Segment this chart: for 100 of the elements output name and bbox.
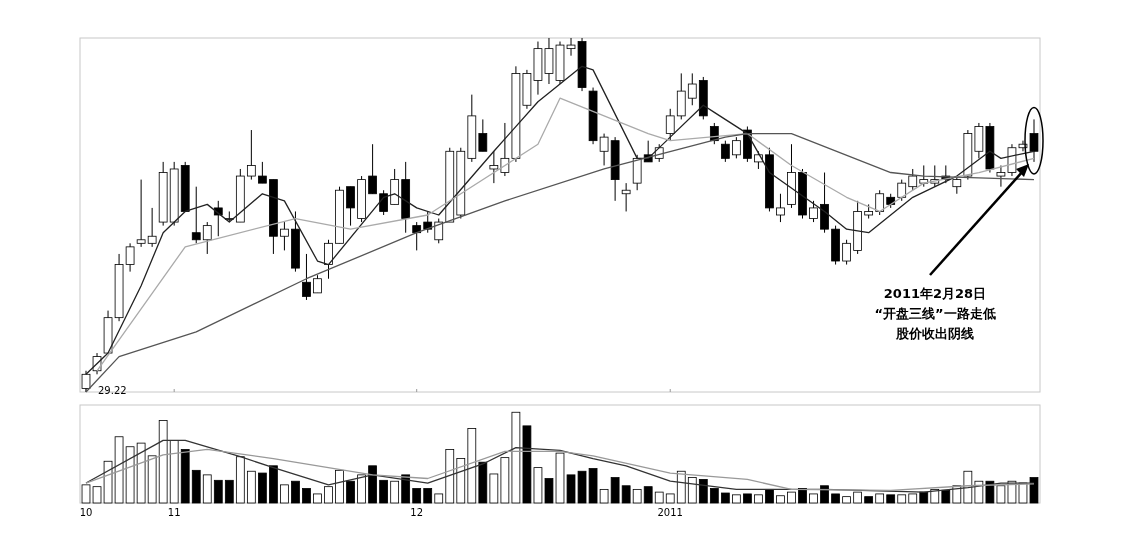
bar [302, 488, 311, 504]
bar [875, 493, 885, 504]
x-tick-label: 2011 [657, 507, 683, 518]
bar [313, 493, 322, 504]
bar [246, 470, 256, 504]
bar [291, 480, 300, 504]
bar [335, 469, 344, 504]
bar [776, 495, 785, 504]
candlestick [136, 179, 146, 248]
annotation: 股价收出阴线 [895, 326, 974, 341]
bar [853, 491, 862, 504]
candlestick [897, 179, 907, 202]
bar [269, 465, 278, 504]
candlestick [720, 140, 730, 163]
bar [842, 496, 851, 504]
candlestick [147, 207, 157, 248]
bar [886, 494, 896, 504]
annotation: “开盘三线”一路走低 [874, 306, 996, 321]
bar [412, 488, 422, 504]
bar [963, 470, 973, 504]
candlestick [875, 189, 885, 216]
bar [864, 496, 874, 504]
candlestick [665, 108, 675, 142]
bar [456, 458, 466, 504]
candlestick [280, 221, 289, 251]
bar [357, 474, 366, 504]
candlestick [324, 239, 333, 280]
candlestick [489, 150, 499, 184]
bar [169, 439, 179, 504]
bar [147, 455, 157, 504]
bar [180, 449, 190, 504]
bar [941, 489, 951, 504]
bar [897, 494, 907, 504]
bar [202, 474, 212, 504]
bar [258, 472, 267, 504]
candlestick [478, 118, 488, 152]
bar [809, 493, 818, 504]
bar [401, 474, 411, 504]
bar [654, 491, 664, 504]
bar [280, 484, 289, 504]
bar [621, 485, 631, 504]
candlestick [776, 193, 785, 223]
bar [743, 493, 752, 504]
bar [643, 486, 653, 504]
candlestick [368, 143, 377, 195]
bar [698, 479, 708, 504]
bar [930, 488, 940, 504]
bar [632, 488, 642, 504]
x-tick-label: 12 [410, 507, 424, 518]
candlestick [621, 182, 631, 212]
bar [787, 491, 796, 504]
annotation: 29.22 [98, 385, 127, 396]
candlestick [346, 186, 355, 227]
bar [445, 449, 455, 504]
candlestick [412, 221, 422, 251]
bar [820, 485, 829, 504]
bar [720, 492, 730, 504]
bar [831, 493, 840, 504]
candlestick [246, 129, 256, 181]
bar [213, 479, 223, 504]
candlestick [423, 210, 433, 234]
bar [709, 488, 719, 504]
bar [687, 477, 697, 504]
bar [235, 456, 245, 504]
bar [732, 494, 741, 504]
bar [368, 465, 377, 504]
bar [434, 493, 444, 504]
bar [390, 480, 400, 504]
bar [798, 488, 807, 504]
x-tick-label: 10 [79, 507, 93, 518]
bar [324, 486, 333, 504]
bar [919, 491, 929, 504]
bar [676, 470, 686, 504]
candlestick [202, 221, 212, 255]
annotation: 2011年2月28日 [883, 286, 987, 301]
candlestick [191, 186, 201, 244]
candlestick [258, 161, 267, 184]
candlestick [434, 218, 444, 244]
bar [191, 469, 201, 504]
candlestick [302, 253, 311, 301]
candlestick [687, 72, 697, 106]
candlestick [809, 200, 818, 223]
candlestick [842, 239, 851, 266]
x-tick-label: 11 [167, 507, 181, 518]
bar [754, 494, 763, 504]
bar [346, 480, 355, 504]
bar [489, 473, 499, 504]
bar [158, 420, 168, 504]
candlestick [379, 189, 388, 216]
bar [908, 493, 918, 504]
candlestick [908, 168, 918, 191]
bar [423, 488, 433, 504]
bar [478, 461, 488, 504]
bar [379, 479, 388, 504]
candlestick [732, 136, 741, 159]
bar [765, 488, 774, 504]
bar [467, 428, 477, 504]
candlestick [919, 164, 929, 188]
bar [665, 493, 675, 504]
bar [224, 479, 234, 504]
